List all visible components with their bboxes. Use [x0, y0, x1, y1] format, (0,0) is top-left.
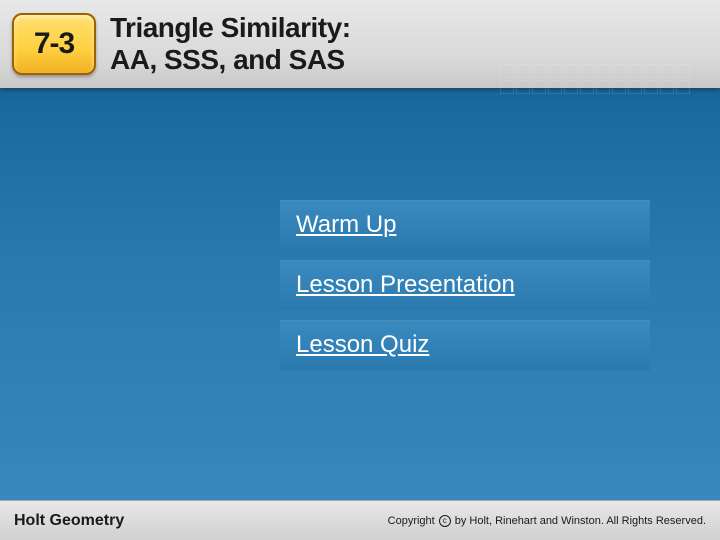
menu-item-lesson-presentation[interactable]: Lesson Presentation [280, 260, 650, 310]
title-line-2: AA, SSS, and SAS [110, 44, 351, 76]
navigation-menu: Warm Up Lesson Presentation Lesson Quiz [280, 200, 650, 380]
title-block: Triangle Similarity: AA, SSS, and SAS [110, 12, 351, 76]
copyright-prefix: Copyright [388, 515, 435, 527]
menu-item-warm-up[interactable]: Warm Up [280, 200, 650, 250]
title-line-1: Triangle Similarity: [110, 12, 351, 44]
menu-item-label: Lesson Quiz [296, 331, 429, 358]
copyright-text: by Holt, Rinehart and Winston. All Right… [455, 515, 706, 527]
footer-brand: Holt Geometry [14, 512, 124, 530]
section-number-badge: 7-3 [12, 13, 96, 75]
copyright-icon: c [439, 515, 451, 527]
menu-item-lesson-quiz[interactable]: Lesson Quiz [280, 320, 650, 370]
slide-header: 7-3 Triangle Similarity: AA, SSS, and SA… [0, 0, 720, 88]
slide-footer: Holt Geometry Copyright c by Holt, Rineh… [0, 500, 720, 540]
section-number-text: 7-3 [34, 27, 74, 61]
menu-item-label: Lesson Presentation [296, 271, 515, 298]
footer-copyright: Copyright c by Holt, Rinehart and Winsto… [388, 515, 706, 527]
menu-item-label: Warm Up [296, 211, 396, 238]
